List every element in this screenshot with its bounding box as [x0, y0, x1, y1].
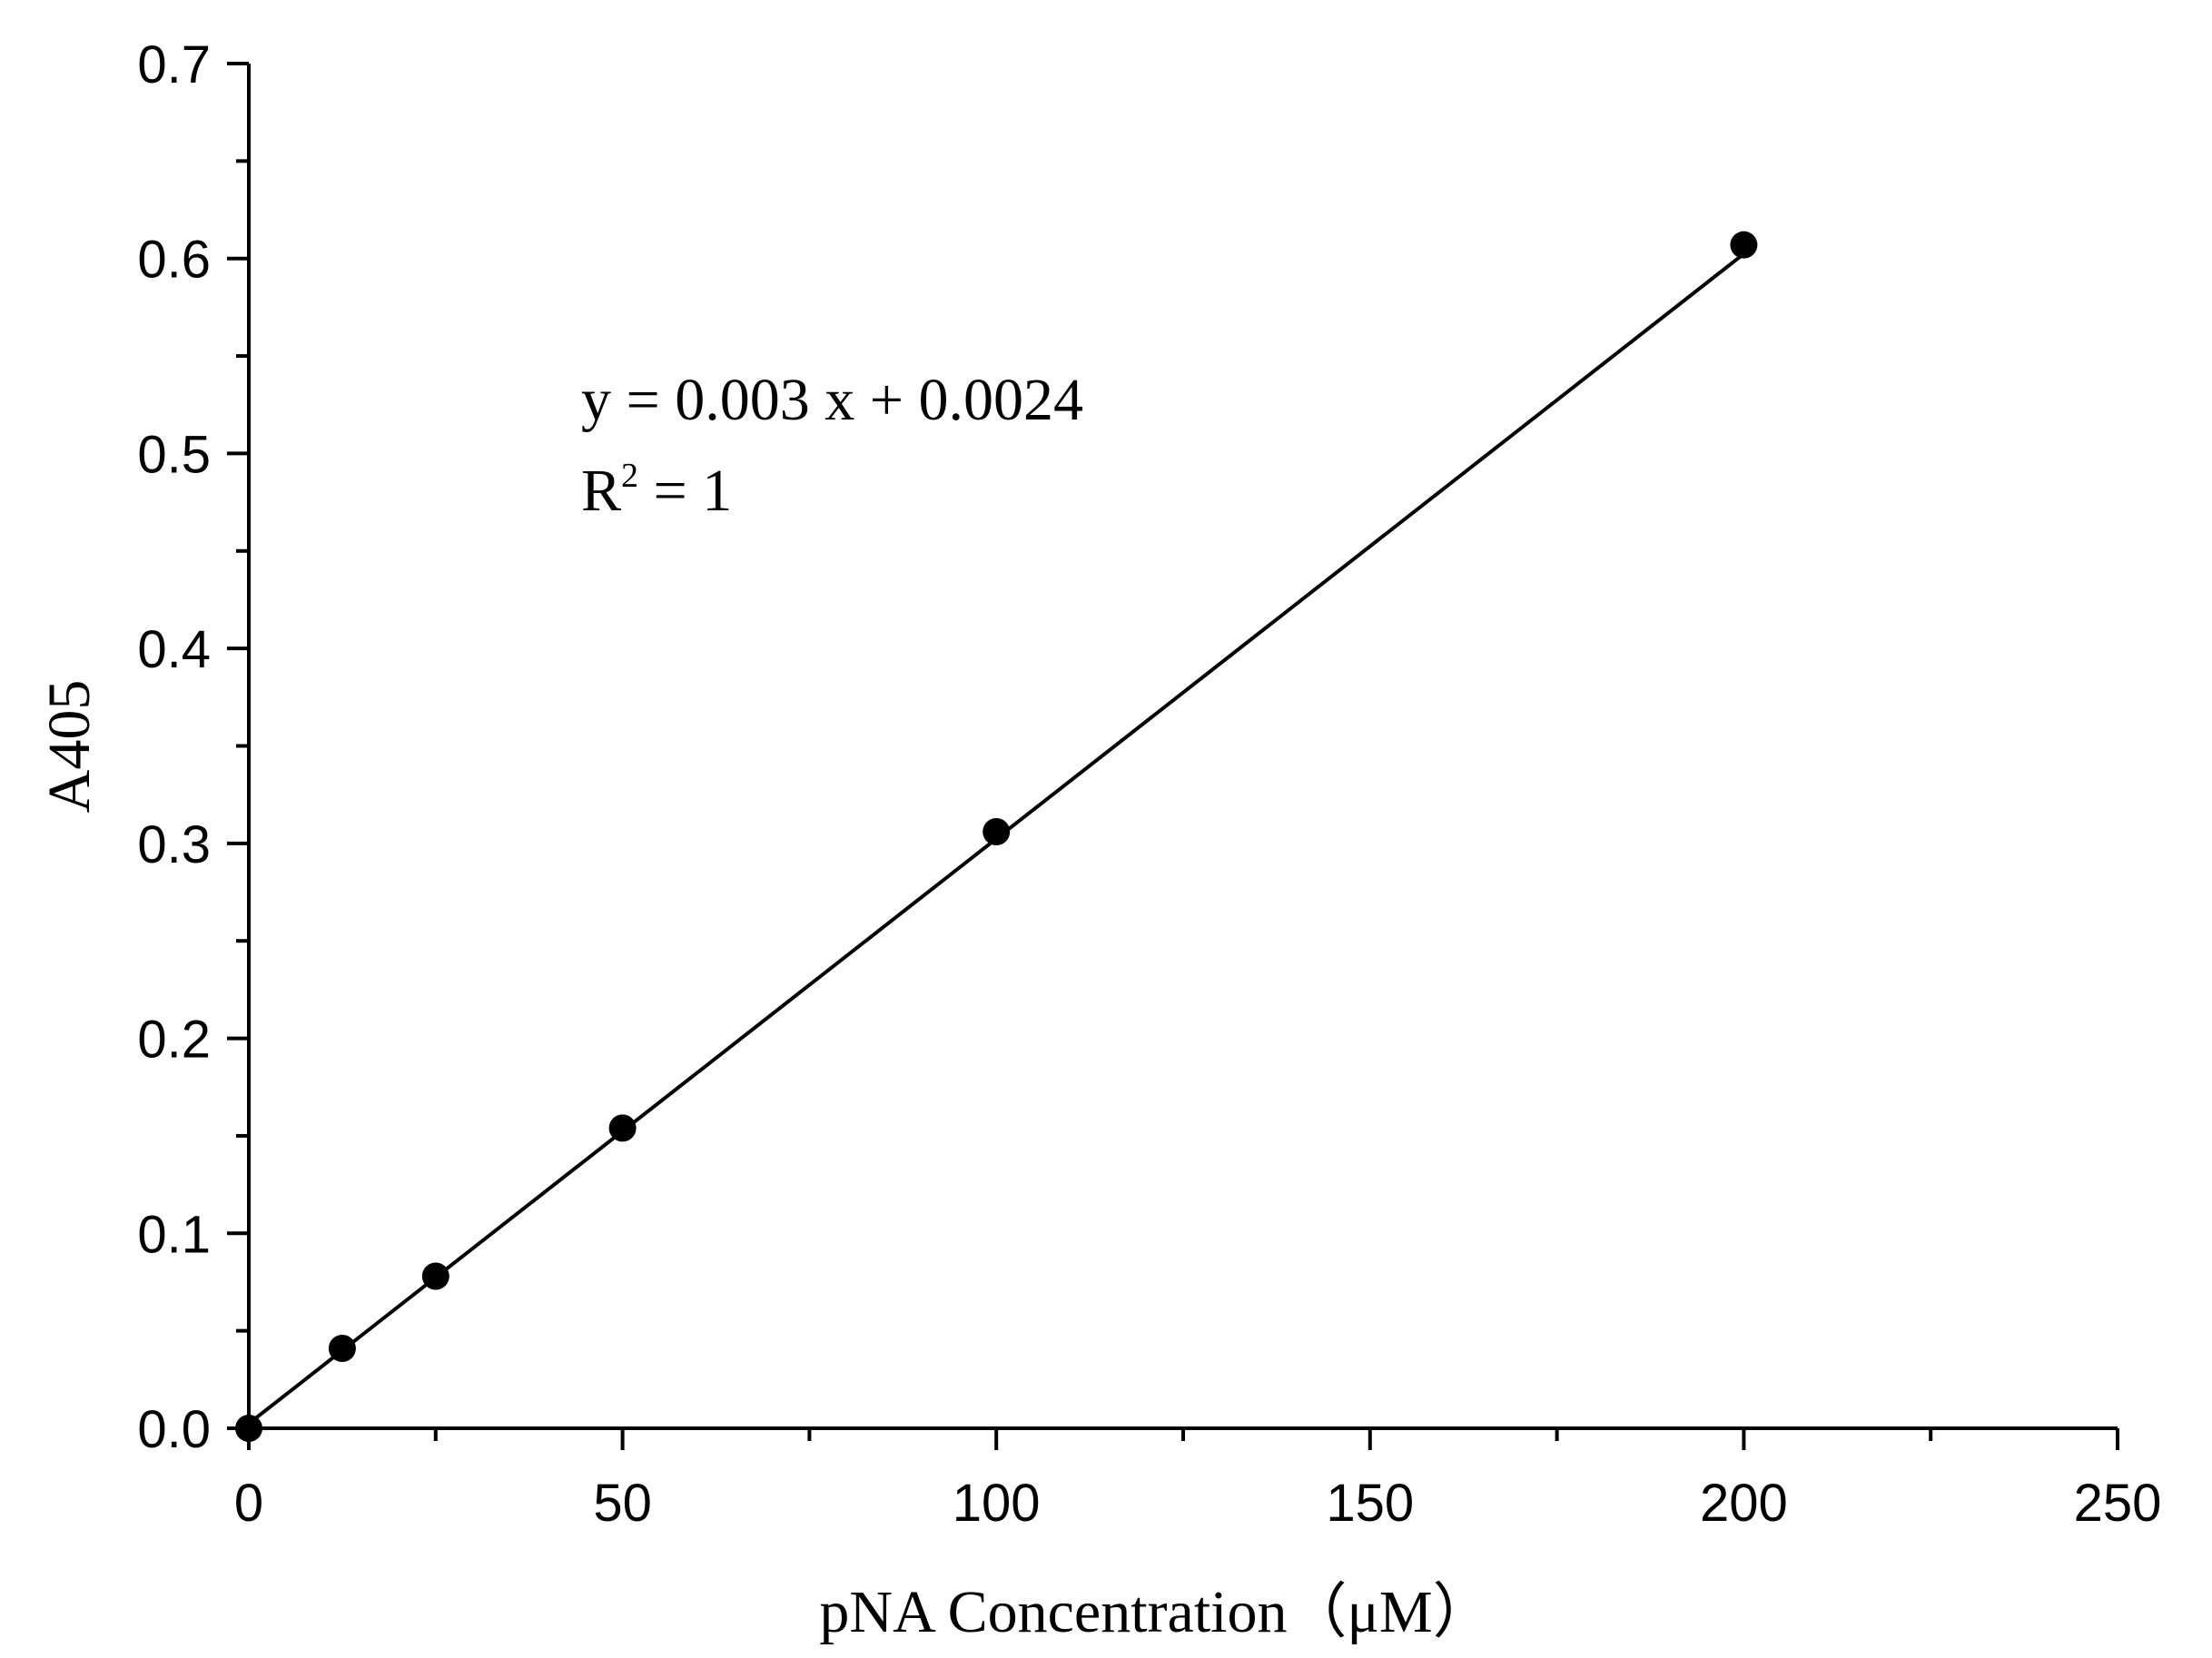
- data-point: [1730, 231, 1758, 259]
- axes: [247, 64, 2118, 1430]
- data-point: [328, 1334, 356, 1362]
- y-tick-label: 0.6: [137, 231, 211, 290]
- y-tick-label: 0.2: [137, 1011, 211, 1070]
- y-tick-label: 0.1: [137, 1205, 211, 1264]
- r-squared-suffix: = 1: [638, 458, 732, 524]
- x-tick-label: 150: [1326, 1474, 1414, 1533]
- x-tick-label: 200: [1700, 1474, 1788, 1533]
- x-tick-label: 100: [953, 1474, 1041, 1533]
- ticks: [227, 62, 2119, 1450]
- y-tick-label: 0.4: [137, 620, 211, 679]
- y-tick-label: 0.0: [137, 1400, 211, 1459]
- r-squared-exponent: 2: [621, 457, 638, 495]
- data-point: [421, 1262, 449, 1290]
- data-point: [235, 1415, 262, 1442]
- x-tick-label: 0: [234, 1474, 263, 1533]
- data-points: [235, 231, 1758, 1442]
- tick-labels: 0 50 100 150 200 250 0.0 0.1 0.2 0.3 0.4 0.5 0.6 0.7: [137, 35, 2161, 1533]
- r-squared-prefix: R: [581, 458, 621, 524]
- x-axis-title: pNA Concentration（μM）: [819, 1579, 1492, 1645]
- x-tick-label: 50: [593, 1474, 652, 1533]
- y-axis-title: A405: [36, 680, 103, 814]
- y-tick-label: 0.3: [137, 815, 211, 874]
- data-point: [983, 817, 1011, 845]
- fit-equation: y = 0.003 x + 0.0024: [581, 367, 1083, 433]
- y-tick-label: 0.7: [137, 35, 211, 94]
- data-point: [608, 1114, 637, 1142]
- r-squared-annotation: R2 = 1: [581, 457, 732, 524]
- y-tick-label: 0.5: [137, 425, 211, 484]
- x-tick-label: 250: [2074, 1474, 2162, 1533]
